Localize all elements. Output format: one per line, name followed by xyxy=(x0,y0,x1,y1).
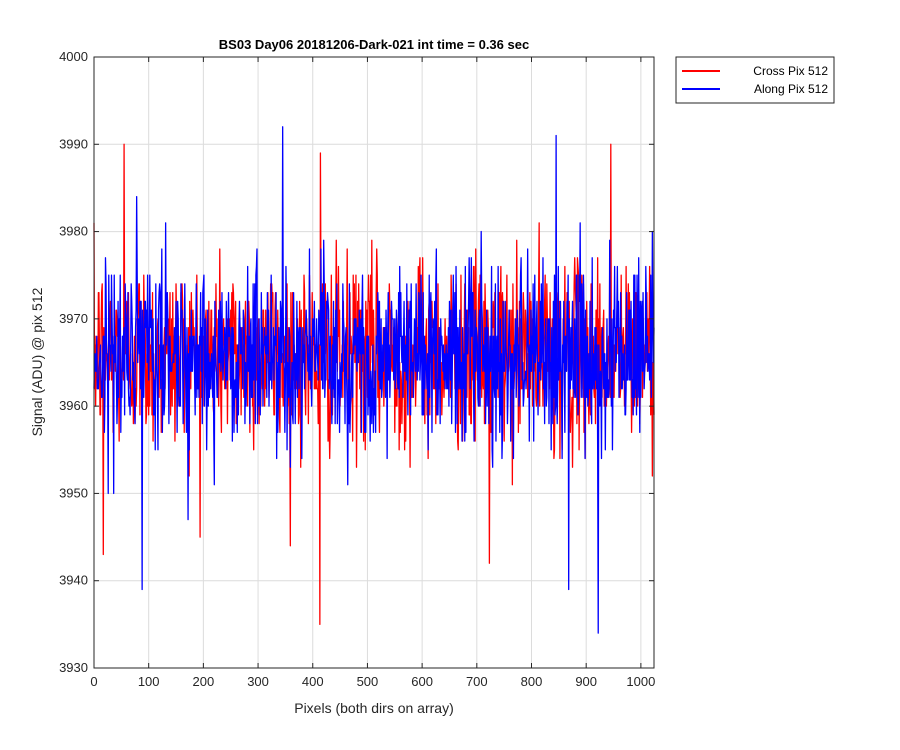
y-axis-label: Signal (ADU) @ pix 512 xyxy=(29,287,45,436)
x-tick-label: 100 xyxy=(138,674,160,689)
x-tick-label: 1000 xyxy=(626,674,655,689)
y-tick-label: 4000 xyxy=(59,49,88,64)
x-tick-label: 800 xyxy=(521,674,543,689)
y-tick-label: 3990 xyxy=(59,136,88,151)
x-axis-label: Pixels (both dirs on array) xyxy=(294,700,454,716)
y-tick-label: 3960 xyxy=(59,398,88,413)
legend-label: Cross Pix 512 xyxy=(753,64,828,78)
plot-frame xyxy=(93,56,655,669)
legend-box xyxy=(675,56,835,104)
x-tick-label: 0 xyxy=(90,674,97,689)
series-layer xyxy=(93,126,655,634)
x-tick-label: 200 xyxy=(193,674,215,689)
series-line-1 xyxy=(93,126,655,634)
chart-title: BS03 Day06 20181206-Dark-021 int time = … xyxy=(219,37,529,52)
y-tick-label: 3930 xyxy=(59,660,88,675)
x-tick-label: 400 xyxy=(302,674,324,689)
legend-label: Along Pix 512 xyxy=(754,82,828,96)
y-tick-label: 3950 xyxy=(59,485,88,500)
x-tick-label: 900 xyxy=(575,674,597,689)
y-tick-label: 3980 xyxy=(59,224,88,239)
x-tick-label: 600 xyxy=(411,674,433,689)
legend: Cross Pix 512 Along Pix 512 xyxy=(675,56,835,104)
ticks: 0 100 200 300 400 500 600 700 800 900 1000 3930 3940… xyxy=(59,49,655,689)
y-tick-label: 3940 xyxy=(59,573,88,588)
x-tick-label: 300 xyxy=(247,674,269,689)
y-tick-label: 3970 xyxy=(59,311,88,326)
x-tick-label: 700 xyxy=(466,674,488,689)
x-tick-label: 500 xyxy=(357,674,379,689)
